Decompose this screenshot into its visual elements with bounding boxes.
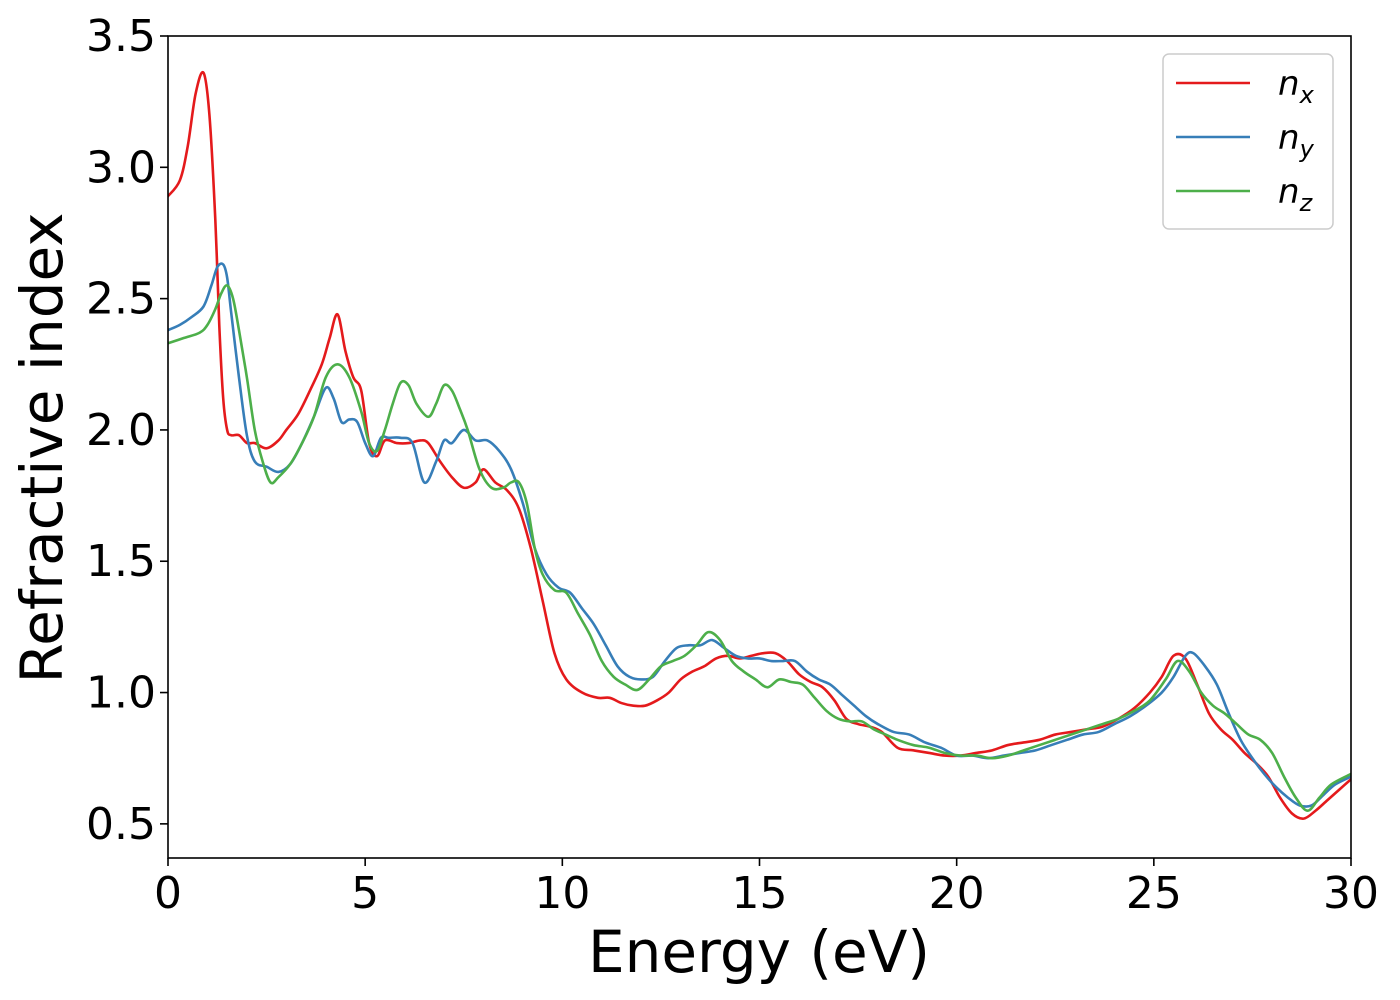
x-axis-title: Energy (eV)	[588, 918, 930, 986]
x-tick-label: 10	[534, 868, 590, 919]
x-tick-label: 25	[1126, 868, 1182, 919]
x-tick-label: 0	[154, 868, 182, 919]
y-tick-label: 2.5	[86, 274, 156, 325]
y-tick-label: 2.0	[86, 405, 156, 456]
legend-label-ny: ny	[1278, 118, 1315, 163]
x-tick-label: 20	[929, 868, 985, 919]
legend-label-nx: nx	[1278, 64, 1315, 109]
legend-frame	[1162, 53, 1334, 230]
series-line-ny	[168, 262, 1351, 808]
y-tick-label: 3.5	[86, 11, 156, 62]
y-tick-label: 3.0	[86, 142, 156, 193]
y-axis-title: Refractive index	[8, 212, 76, 683]
series-layer	[168, 70, 1351, 820]
legend-label-nz: nz	[1278, 172, 1314, 217]
y-tick-label: 0.5	[86, 799, 156, 850]
series-line-nx	[168, 70, 1351, 820]
legend: nx ny nz	[1162, 53, 1334, 230]
series-line-nz	[168, 284, 1351, 813]
x-tick-label: 30	[1323, 868, 1379, 919]
x-tick-label: 5	[351, 868, 379, 919]
x-tick-label: 15	[732, 868, 788, 919]
tick-layer: 0 5 10 15 20 25 30 0.5 1.0 1.5 2.0 2.5 3.0 3.5	[86, 11, 1379, 919]
y-tick-label: 1.0	[86, 668, 156, 719]
y-tick-label: 1.5	[86, 536, 156, 587]
